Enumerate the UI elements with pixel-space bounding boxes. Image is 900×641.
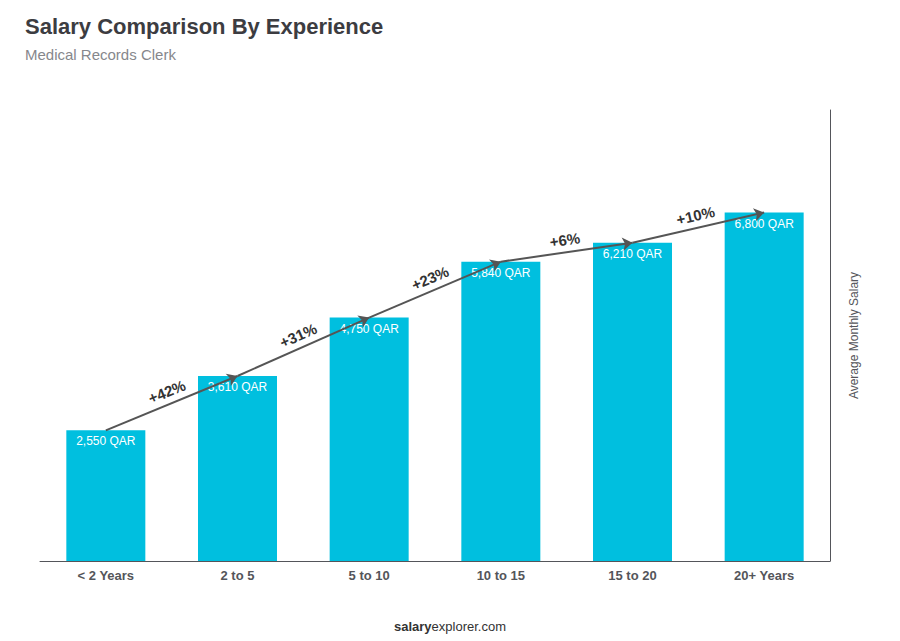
svg-text:2 to 5: 2 to 5	[221, 568, 255, 583]
svg-text:< 2 Years: < 2 Years	[78, 568, 135, 583]
svg-text:explorer.com: explorer.com	[432, 619, 506, 634]
svg-text:+10%: +10%	[675, 203, 717, 228]
svg-text:+23%: +23%	[409, 263, 451, 294]
svg-text:+31%: +31%	[277, 320, 319, 351]
svg-text:3,610 QAR: 3,610 QAR	[208, 380, 268, 394]
svg-text:10 to 15: 10 to 15	[477, 568, 525, 583]
svg-text:5 to 10: 5 to 10	[349, 568, 390, 583]
svg-text:2,550 QAR: 2,550 QAR	[76, 434, 136, 448]
svg-text:Average Monthly Salary: Average Monthly Salary	[847, 272, 861, 399]
svg-text:5,840 QAR: 5,840 QAR	[471, 266, 531, 280]
svg-text:4,750 QAR: 4,750 QAR	[339, 322, 399, 336]
svg-text:6,800 QAR: 6,800 QAR	[734, 217, 794, 231]
svg-text:Medical Records Clerk: Medical Records Clerk	[25, 46, 176, 63]
svg-text:+6%: +6%	[549, 229, 582, 250]
svg-text:+42%: +42%	[146, 376, 188, 406]
svg-text:20+ Years: 20+ Years	[734, 568, 794, 583]
svg-text:Salary Comparison By Experienc: Salary Comparison By Experience	[25, 14, 383, 39]
svg-text:15 to 20: 15 to 20	[608, 568, 656, 583]
svg-text:6,210 QAR: 6,210 QAR	[603, 247, 663, 261]
svg-text:salary: salary	[394, 619, 432, 634]
